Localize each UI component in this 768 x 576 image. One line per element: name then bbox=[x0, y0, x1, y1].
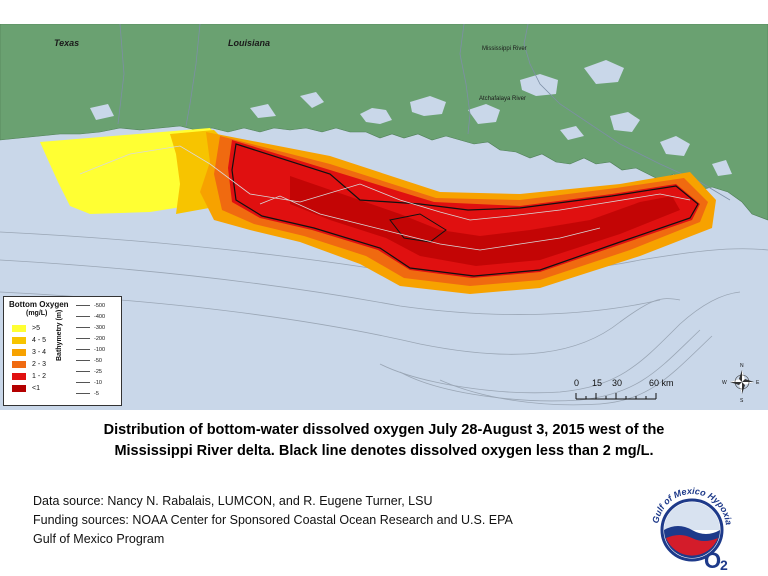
legend-bathymetry-row: -500 bbox=[76, 301, 105, 310]
legend-oxygen-row: <1 bbox=[12, 384, 40, 393]
legend-oxygen-label: 3 - 4 bbox=[32, 349, 47, 356]
map-legend: Bottom Oxygen (mg/L) >5 4 - 5 3 - 4 2 - … bbox=[3, 296, 122, 406]
label-mississippi-river: Mississippi River bbox=[482, 46, 527, 52]
bathymetry-contours bbox=[0, 231, 768, 406]
funding-source-line: Funding sources: NOAA Center for Sponsor… bbox=[33, 513, 513, 527]
legend-oxygen-row: 2 - 3 bbox=[12, 360, 46, 369]
legend-bathymetry-row: -100 bbox=[76, 345, 105, 354]
compass-rose: N S E W bbox=[722, 363, 760, 404]
scale-tick-label: 15 bbox=[592, 378, 603, 388]
scale-tick-label: 30 bbox=[612, 378, 623, 388]
legend-bathymetry-line bbox=[76, 393, 90, 394]
legend-oxygen-row: >5 bbox=[12, 324, 40, 333]
coastal-bays bbox=[90, 60, 732, 176]
legend-swatch bbox=[12, 349, 26, 356]
legend-oxygen-label: >5 bbox=[32, 325, 40, 332]
legend-bathymetry-line bbox=[76, 349, 90, 350]
survey-track bbox=[79, 145, 691, 251]
gulf-hypoxia-logo: Gulf of Mexico Hypoxia O 2 bbox=[650, 486, 734, 572]
label-louisiana: Louisiana bbox=[228, 38, 270, 48]
zone-lt1 bbox=[290, 176, 680, 266]
legend-bathymetry-label: -10 bbox=[94, 379, 102, 386]
legend-oxygen-row: 4 - 5 bbox=[12, 336, 46, 345]
sources-block: Data source: Nancy N. Rabalais, LUMCON, … bbox=[33, 492, 513, 549]
legend-bathymetry-label: -500 bbox=[94, 302, 106, 309]
logo-subscript: 2 bbox=[720, 557, 728, 572]
legend-oxygen-row: 3 - 4 bbox=[12, 348, 46, 357]
legend-oxygen-label: 1 - 2 bbox=[32, 373, 47, 380]
legend-bathymetry-line bbox=[76, 305, 90, 306]
compass-n: N bbox=[740, 363, 744, 369]
label-texas: Texas bbox=[54, 38, 79, 48]
legend-bathymetry-line bbox=[76, 338, 90, 339]
compass-e: E bbox=[756, 380, 760, 386]
legend-oxygen-label: 2 - 3 bbox=[32, 361, 47, 368]
logo-o-symbol: O bbox=[704, 548, 721, 572]
compass-s: S bbox=[740, 398, 744, 404]
caption-line-1: Distribution of bottom-water dissolved o… bbox=[103, 422, 665, 438]
compass-w: W bbox=[722, 380, 727, 386]
legend-bathymetry-label: -5 bbox=[94, 390, 99, 397]
legend-swatch bbox=[12, 361, 26, 368]
legend-bathymetry-row: -25 bbox=[76, 367, 102, 376]
hypoxia-boundary-line bbox=[231, 143, 699, 277]
legend-title: Bottom Oxygen bbox=[9, 300, 69, 309]
legend-swatch bbox=[12, 385, 26, 392]
legend-bathymetry-line bbox=[76, 327, 90, 328]
legend-bathymetry-label: -100 bbox=[94, 346, 106, 353]
caption-line-2: Mississippi River delta. Black line deno… bbox=[114, 443, 654, 459]
legend-swatch bbox=[12, 325, 26, 332]
legend-bathymetry-line bbox=[76, 360, 90, 361]
legend-bathymetry-label: -400 bbox=[94, 313, 106, 320]
legend-swatch bbox=[12, 373, 26, 380]
legend-bathymetry-row: -400 bbox=[76, 312, 105, 321]
legend-oxygen-label: <1 bbox=[32, 385, 40, 392]
legend-bathymetry-line bbox=[76, 382, 90, 383]
rivers bbox=[117, 24, 731, 201]
data-source-line: Data source: Nancy N. Rabalais, LUMCON, … bbox=[33, 494, 433, 508]
legend-bathymetry-row: -10 bbox=[76, 378, 102, 387]
scale-tick-label: 60 km bbox=[649, 378, 674, 388]
legend-swatch bbox=[12, 337, 26, 344]
legend-bathymetry-row: -50 bbox=[76, 356, 102, 365]
legend-bathymetry-row: -5 bbox=[76, 389, 99, 398]
legend-bathymetry-line bbox=[76, 316, 90, 317]
legend-bathymetry-line bbox=[76, 371, 90, 372]
funding-source-line-2: Gulf of Mexico Program bbox=[33, 532, 165, 546]
scale-tick-label: 0 bbox=[574, 378, 580, 388]
legend-bathymetry-label: -50 bbox=[94, 357, 102, 364]
hypoxia-boundary-line-2 bbox=[389, 213, 447, 243]
legend-bathymetry-row: -300 bbox=[76, 323, 105, 332]
legend-oxygen-row: 1 - 2 bbox=[12, 372, 46, 381]
legend-bathymetry-title: Bathymetry (m) bbox=[56, 309, 63, 361]
hypoxia-zones bbox=[40, 128, 716, 294]
scale-bar: 0 15 30 60 km bbox=[574, 378, 684, 402]
label-atchafalaya-river: Atchafalaya River bbox=[479, 96, 526, 102]
hypoxia-map: Texas Louisiana Mississippi River Atchaf… bbox=[0, 24, 768, 410]
figure-caption: Distribution of bottom-water dissolved o… bbox=[0, 420, 768, 462]
scale-bar-graphic bbox=[575, 393, 657, 400]
legend-bathymetry-row: -200 bbox=[76, 334, 105, 343]
legend-bathymetry-label: -200 bbox=[94, 335, 106, 342]
legend-units: (mg/L) bbox=[26, 310, 48, 317]
legend-oxygen-label: 4 - 5 bbox=[32, 337, 47, 344]
legend-bathymetry-label: -300 bbox=[94, 324, 106, 331]
legend-bathymetry-label: -25 bbox=[94, 368, 102, 375]
